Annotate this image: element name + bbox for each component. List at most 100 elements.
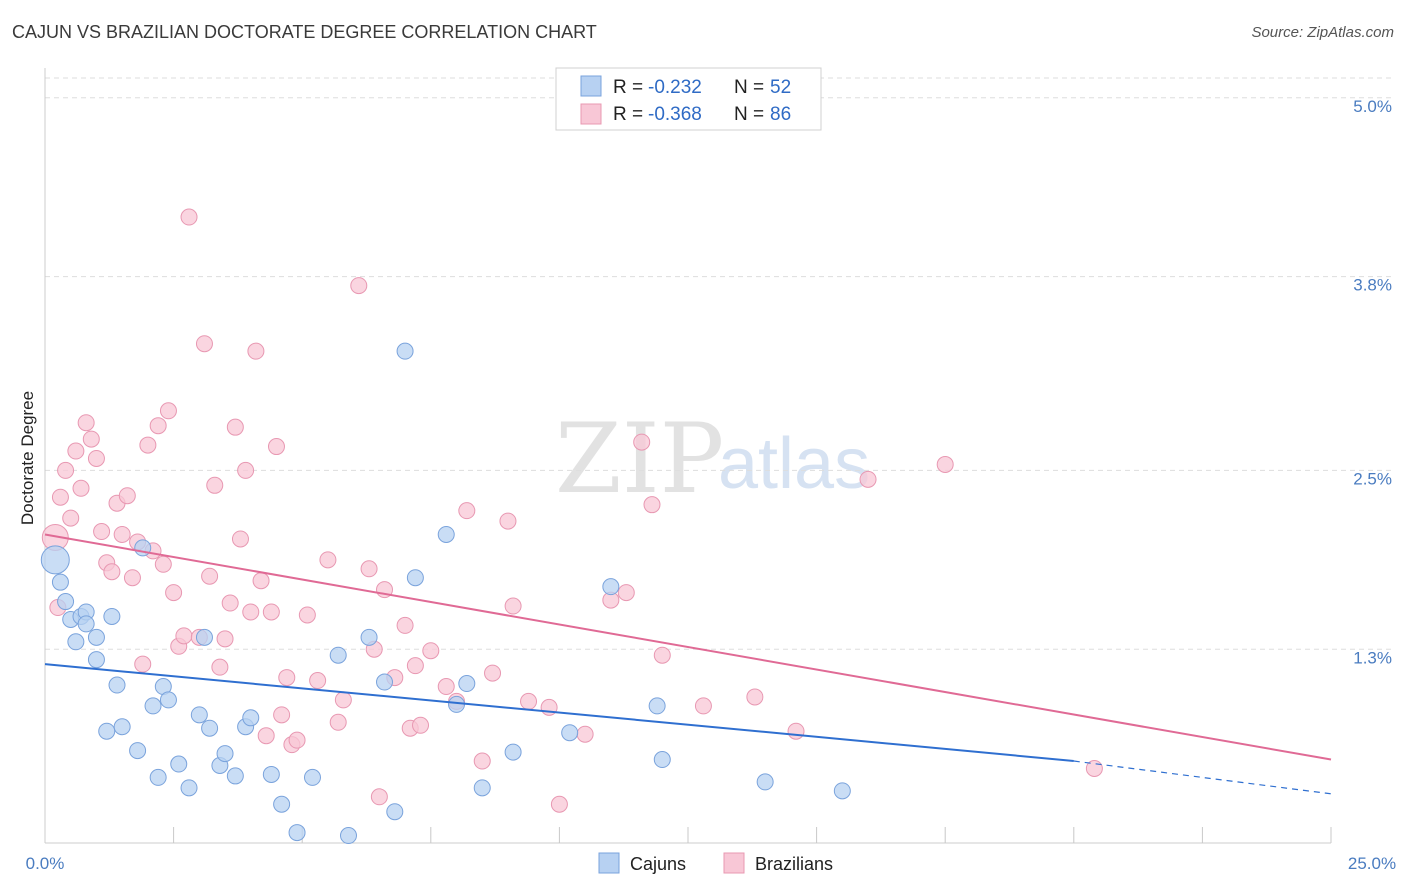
y-tick-label-2: 3.8% [1353, 276, 1392, 295]
cajuns-point-3 [67, 633, 85, 651]
cajuns-point-43 [504, 743, 522, 761]
brazilians-point-38 [242, 603, 260, 621]
brazilians-trend-line [44, 533, 1332, 761]
brazilians-point-56 [370, 788, 388, 806]
brazilians-point-70 [520, 692, 538, 710]
brazilians-point-4 [62, 509, 80, 527]
cajuns-point-35 [376, 673, 394, 691]
watermark-atlas: atlas [718, 424, 870, 504]
brazilians-point-79 [694, 697, 712, 715]
cajuns-point-19 [180, 779, 198, 797]
legend-swatch-brazilians [580, 103, 602, 125]
cajuns-point-22 [201, 719, 219, 737]
brazilians-point-8 [82, 430, 100, 448]
brazilians-point-51 [329, 713, 347, 731]
brazilians-point-85 [437, 678, 455, 696]
brazilians-point-63 [406, 657, 424, 675]
cajuns-point-42 [473, 779, 491, 797]
brazilians-point-27 [180, 208, 198, 226]
cajuns-trend-line [44, 663, 1074, 763]
series-legend-swatch-cajuns [598, 852, 620, 874]
brazilians-point-12 [103, 563, 121, 581]
brazilians-point-23 [159, 402, 177, 420]
brazilians-point-30 [201, 567, 219, 585]
brazilians-point-77 [643, 496, 661, 514]
brazilians-point-9 [87, 449, 105, 467]
brazilians-point-39 [247, 342, 265, 360]
cajuns-point-37 [396, 342, 414, 360]
cajuns-point-29 [273, 795, 291, 813]
brazilians-point-15 [118, 487, 136, 505]
legend-swatch-cajuns [580, 75, 602, 97]
y-tick-labels: 1.3% 2.5% 3.8% 5.0% [1353, 97, 1392, 667]
cajuns-trend-extension [1073, 760, 1332, 795]
brazilians-point-72 [550, 795, 568, 813]
brazilians-point-41 [257, 727, 275, 745]
brazilians-point-32 [211, 658, 229, 676]
brazilians-point-78 [653, 646, 671, 664]
cajuns-point-46 [648, 697, 666, 715]
brazilians-point-73 [576, 725, 594, 743]
cajuns-point-36 [386, 803, 404, 821]
cajuns-point-21 [195, 628, 213, 646]
cajuns-point-32 [329, 646, 347, 664]
brazilians-point-14 [113, 525, 131, 543]
brazilians-point-59 [396, 616, 414, 634]
brazilians-point-29 [195, 335, 213, 353]
brazilians-point-6 [72, 479, 90, 497]
brazilians-point-10 [93, 523, 111, 541]
brazilians-point-18 [134, 655, 152, 673]
cajuns-point-0 [40, 545, 70, 575]
cajuns-point-49 [833, 782, 851, 800]
brazilians-point-76 [633, 433, 651, 451]
cajuns-point-1 [51, 573, 69, 591]
cajuns-point-28 [262, 765, 280, 783]
y-tick-label-1: 2.5% [1353, 469, 1392, 488]
series-legend-label-brazilians: Brazilians [755, 854, 833, 874]
cajuns-point-48 [756, 773, 774, 791]
series-legend-label-cajuns: Cajuns [630, 854, 686, 874]
brazilians-point-5 [67, 442, 85, 460]
brazilians-point-67 [484, 664, 502, 682]
legend-r-value-brazilians: -0.368 [648, 104, 702, 125]
brazilians-point-40 [252, 572, 270, 590]
cajuns-point-50 [57, 593, 75, 611]
brazilians-point-80 [746, 688, 764, 706]
brazilians-point-48 [298, 606, 316, 624]
brazilians-point-82 [859, 470, 877, 488]
cajuns-point-10 [108, 676, 126, 694]
brazilians-point-33 [216, 630, 234, 648]
cajuns-point-31 [303, 768, 321, 786]
cajuns-point-30 [288, 824, 306, 842]
series-legend: Cajuns Brazilians [598, 852, 833, 874]
cajuns-point-9 [103, 607, 121, 625]
cajuns-point-25 [226, 767, 244, 785]
brazilians-point-42 [262, 603, 280, 621]
brazilians-point-44 [273, 706, 291, 724]
cajuns-point-51 [77, 615, 95, 633]
cajuns-point-24 [216, 745, 234, 763]
brazilians-point-26 [175, 627, 193, 645]
brazilians-point-50 [319, 551, 337, 569]
cajuns-point-39 [437, 525, 455, 543]
x-tick-label-min: 0.0% [26, 854, 65, 873]
brazilians-point-68 [499, 512, 517, 530]
brazilians-point-81 [787, 722, 805, 740]
y-tick-label-3: 5.0% [1353, 97, 1392, 116]
correlation-legend: R = -0.232 N = 52 R = -0.368 N = 86 [555, 67, 822, 131]
brazilians-point-7 [77, 414, 95, 432]
cajuns-point-18 [170, 755, 188, 773]
legend-n-value-cajuns: 52 [770, 77, 791, 98]
brazilians-point-37 [237, 461, 255, 479]
cajuns-point-34 [360, 628, 378, 646]
legend-r-label-brazilians: R = [613, 104, 643, 125]
brazilians-point-69 [504, 597, 522, 615]
brazilians-point-24 [165, 584, 183, 602]
legend-n-value-brazilians: 86 [770, 104, 791, 125]
cajuns-point-45 [602, 578, 620, 596]
cajuns-point-6 [87, 628, 105, 646]
cajuns-point-47 [653, 751, 671, 769]
brazilians-point-52 [334, 691, 352, 709]
y-tick-label-0: 1.3% [1353, 648, 1392, 667]
